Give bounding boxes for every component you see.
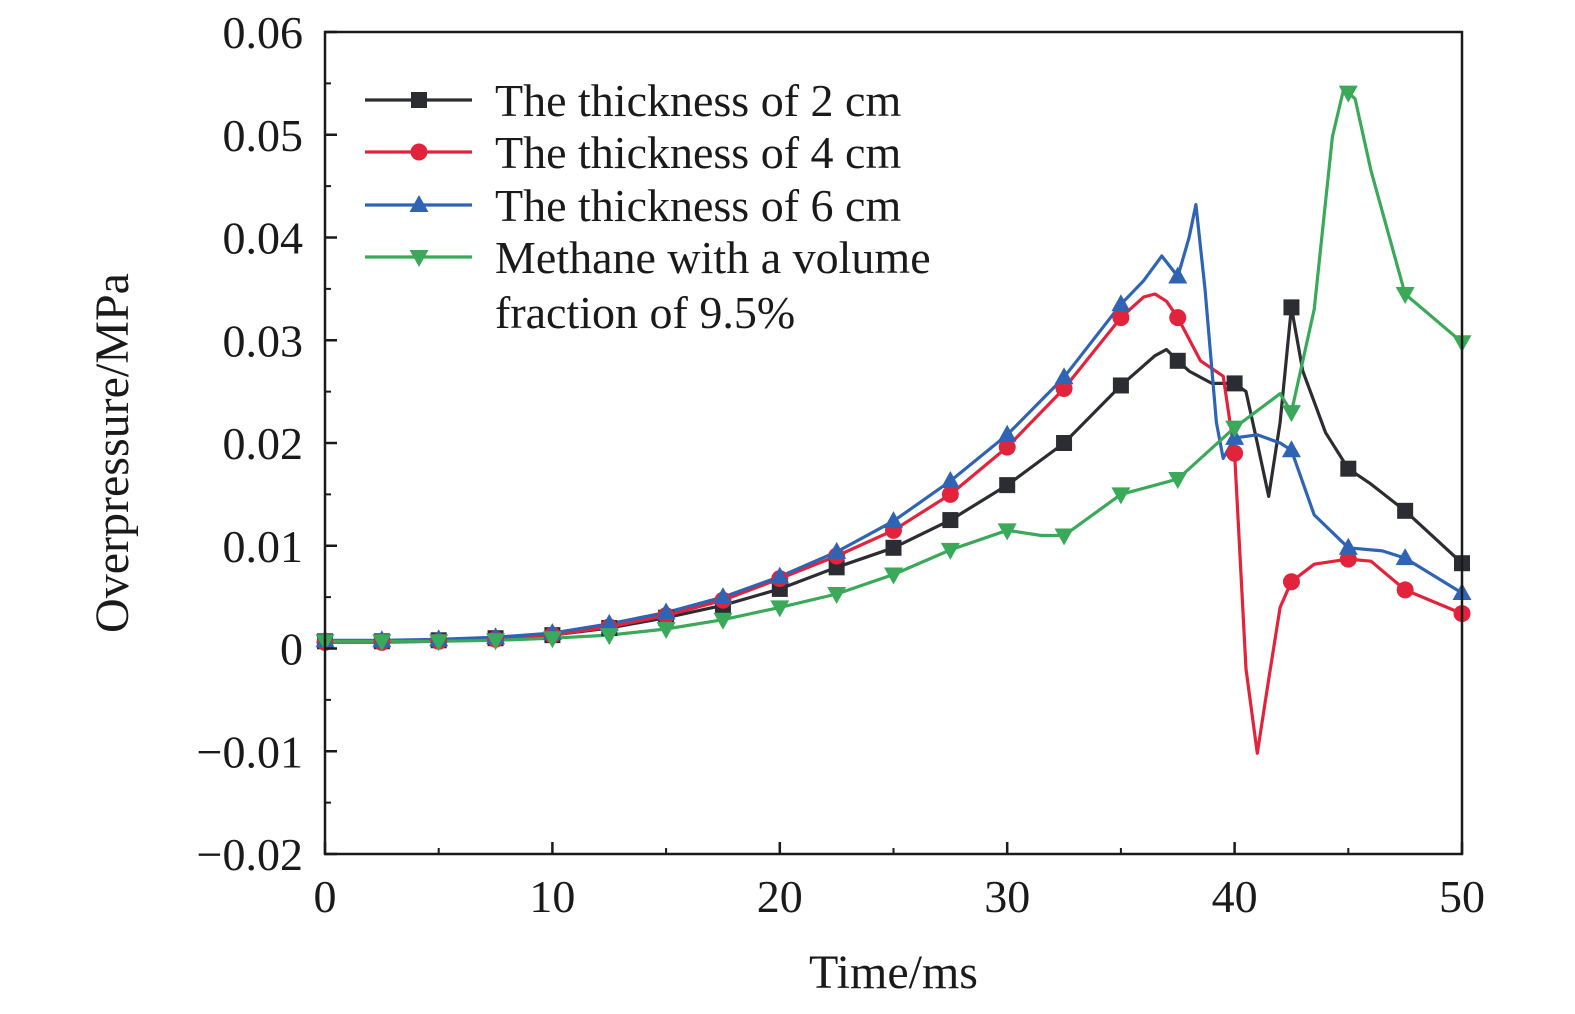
series-3-point	[1281, 440, 1301, 458]
y-tick-label: 0.05	[223, 110, 304, 161]
x-axis-title: Time/ms	[809, 946, 978, 999]
x-tick-label: 40	[1212, 871, 1258, 922]
series-4-point	[429, 634, 449, 652]
series-3-point	[713, 587, 733, 605]
legend-label-1: The thickness of 2 cm	[495, 75, 901, 126]
series-1-point	[1056, 435, 1073, 451]
series-3-point	[599, 613, 619, 631]
y-tick-label: 0	[280, 624, 303, 675]
series-2-point	[1112, 309, 1130, 327]
x-axis-ticks: 0 10 20 30 40 50	[314, 842, 1485, 922]
series-4-point	[1281, 405, 1301, 423]
series-4-point	[542, 631, 562, 649]
series-4-point	[940, 542, 960, 560]
x-tick-label: 50	[1439, 871, 1485, 922]
series-2-point	[1169, 309, 1187, 327]
series-1-point	[942, 512, 959, 529]
x-tick-label: 20	[757, 871, 803, 922]
y-tick-label: 0.02	[223, 418, 304, 469]
x-tick-label: 0	[314, 871, 337, 922]
legend-marker-3	[409, 195, 429, 212]
series-1-point	[885, 539, 902, 556]
series-3-point	[997, 424, 1017, 442]
x-tick-label: 10	[529, 871, 575, 922]
series-line-4	[323, 86, 1464, 643]
plot-markers	[315, 85, 1472, 652]
series-1-point	[1226, 375, 1243, 392]
series-4-point	[486, 633, 506, 651]
series-4-point	[713, 612, 733, 630]
series-3-point	[1111, 294, 1131, 312]
series-4-point	[1054, 528, 1074, 546]
series-2-point	[941, 485, 959, 503]
series-4-point	[372, 634, 392, 652]
series-3-point	[1338, 537, 1358, 555]
series-1-point	[1340, 460, 1357, 477]
series-3-point	[940, 471, 960, 489]
series-1-point	[1169, 352, 1186, 369]
series-4-point	[770, 600, 790, 618]
y-tick-label: 0.04	[223, 213, 304, 264]
series-2-point	[1339, 550, 1357, 568]
x-tick-label: 30	[984, 871, 1030, 922]
series-4-point	[1168, 471, 1188, 489]
series-4-point	[1225, 420, 1245, 438]
series-2-point	[1396, 581, 1414, 599]
series-3-point	[827, 541, 847, 559]
series-2-point	[1055, 380, 1073, 398]
series-4-point	[827, 587, 847, 605]
series-1-point	[1283, 299, 1300, 316]
legend-marker-2	[410, 143, 428, 161]
y-tick-label: 0.03	[223, 315, 304, 366]
series-4-point	[599, 628, 619, 646]
legend-label-2: The thickness of 4 cm	[495, 127, 901, 178]
legend-label-4: Methane with a volume fraction of 9.5%	[495, 232, 931, 338]
series-4-point	[656, 621, 676, 639]
series-1-point	[1397, 502, 1414, 519]
series-4-point	[997, 523, 1017, 541]
series-3-point	[770, 566, 790, 584]
series-3-point	[1395, 548, 1415, 566]
series-3-point	[884, 511, 903, 529]
series-3-point	[1168, 266, 1188, 284]
series-line-1	[323, 305, 1464, 643]
legend-marker-4	[409, 250, 429, 267]
legend-marker-1	[411, 92, 427, 108]
series-3-point	[1054, 367, 1074, 385]
series-4-point	[1338, 85, 1358, 103]
series-4-point	[884, 567, 903, 585]
y-tick-label: −0.01	[197, 726, 303, 777]
series-3-point	[656, 602, 676, 620]
legend-label-3: The thickness of 6 cm	[495, 180, 901, 231]
y-tick-label: 0.01	[223, 521, 304, 572]
series-2-point	[1226, 444, 1244, 462]
series-1-point	[999, 477, 1016, 494]
series-2-point	[998, 438, 1016, 456]
y-tick-label: −0.02	[197, 829, 303, 880]
series-2-point	[1282, 573, 1300, 591]
series-4-point	[1395, 287, 1415, 305]
y-tick-label: 0.06	[223, 7, 304, 58]
series-1-point	[1112, 377, 1129, 394]
y-axis-title: Overpressure/MPa	[86, 273, 139, 633]
series-4-point	[1111, 487, 1131, 505]
y-axis-ticks: −0.02 −0.01 0 0.01 0.02 0.03 0.04 0.05 0.06	[197, 7, 337, 880]
